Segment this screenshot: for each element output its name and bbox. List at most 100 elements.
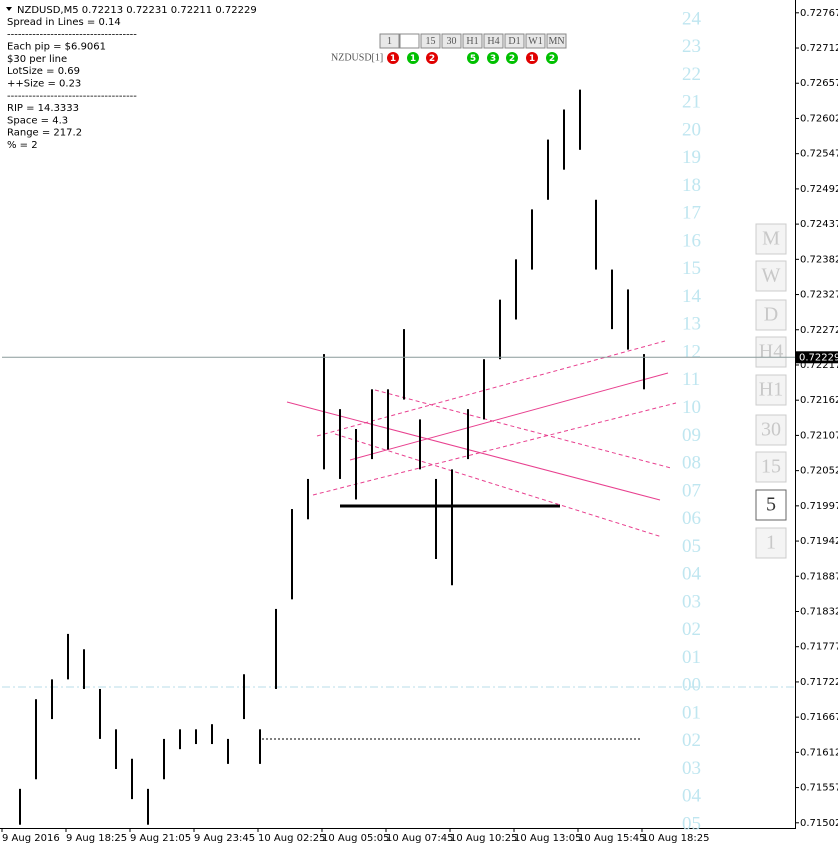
side-button-label: 15 [761,456,781,478]
y-tick-label: 0.71777 [800,642,838,653]
timeframe-button-label: H1 [466,36,478,47]
info-line: $30 per line [7,54,67,65]
timeframe-button[interactable] [504,33,525,49]
signal-label: 1 [529,54,535,64]
level-label: 14 [682,286,702,307]
side-button-label: 30 [761,419,781,441]
chart-title: NZDUSD,M5 0.72213 0.72231 0.72211 0.7222… [17,5,257,16]
timeframe-button-label: 1 [387,36,392,47]
timeframe-button[interactable] [379,33,400,49]
level-label: 24 [682,8,702,29]
info-line: RIP = 14.3333 [7,103,79,114]
info-line: ------------------------------------ [7,29,137,40]
level-label: 09 [682,425,701,446]
x-tick-label: 10 Aug 18:25 [642,833,709,844]
y-tick-label: 0.72602 [800,113,838,124]
level-label: 21 [682,92,701,113]
signal-label: 5 [470,54,476,64]
level-label: 02 [682,730,701,751]
y-tick-label: 0.72327 [800,290,838,301]
side-button[interactable] [755,374,787,406]
y-tick-label: 0.71612 [800,747,838,758]
side-button-label: 1 [766,532,776,554]
y-tick-label: 0.71942 [800,536,838,547]
level-label: 04 [682,786,702,807]
signal-label: 2 [549,54,555,64]
level-label: 12 [682,341,701,362]
x-tick-label: 10 Aug 07:45 [386,833,453,844]
side-button[interactable] [755,223,787,255]
side-button-label: H1 [759,379,783,401]
side-button-label: H4 [759,341,783,363]
level-label: 01 [682,702,701,723]
timeframe-button[interactable] [483,33,504,49]
info-line: Each pip = $6.9061 [7,42,106,53]
info-line: ------------------------------------ [7,91,137,102]
level-label: 07 [682,480,701,501]
x-tick-label: 10 Aug 02:25 [258,833,325,844]
level-label: 10 [682,397,701,418]
signal-label: 1 [390,54,396,64]
timeframe-button[interactable] [399,33,420,49]
x-tick-label: 10 Aug 10:25 [450,833,517,844]
level-label: 18 [682,175,701,196]
timeframe-button[interactable] [420,33,441,49]
x-tick-label: 10 Aug 05:05 [322,833,389,844]
level-label: 16 [682,230,701,251]
signal-label: 2 [429,54,435,64]
y-tick-label: 0.71557 [800,783,838,794]
timeframe-button-label: W1 [528,36,542,47]
level-label: 15 [682,258,701,279]
side-button[interactable] [755,260,787,292]
side-button[interactable] [755,527,787,559]
side-button[interactable] [755,299,787,331]
y-tick-label: 0.72712 [800,43,838,54]
signal-dot [426,52,438,64]
y-tick-label: 0.72272 [800,325,838,336]
level-label: 05 [682,536,701,557]
side-button[interactable] [755,336,787,368]
x-tick-label: 9 Aug 18:25 [66,833,127,844]
level-label: 13 [682,314,701,335]
trend-line [334,433,663,538]
signal-dot [387,52,399,64]
timeframe-button[interactable] [546,33,567,49]
trend-line [286,401,661,501]
timeframe-button[interactable] [441,33,462,49]
side-button-label: D [764,304,778,326]
side-button-label: W [762,265,781,287]
level-label: 02 [682,619,701,640]
info-line: ++Size = 0.23 [7,79,81,90]
side-button[interactable] [755,414,787,446]
y-tick-label: 0.72052 [800,466,838,477]
side-button[interactable] [755,489,787,521]
x-tick-label: 10 Aug 15:45 [578,833,645,844]
level-label: 03 [682,591,701,612]
side-buttons: MWD H4 H1 30 15 5 1 [755,223,787,559]
timeframe-button[interactable] [525,33,546,49]
x-tick-label: 9 Aug 21:05 [130,833,191,844]
side-button-label: 5 [766,494,776,516]
timeframe-button-label: 30 [447,36,457,47]
level-label: 17 [682,203,701,224]
y-tick-label: 0.72657 [800,78,838,89]
info-panel: NZDUSD,M5 0.72213 0.72231 0.72211 0.7222… [6,5,257,151]
y-tick-label: 0.72217 [800,360,838,371]
signal-dot [546,52,558,64]
bars [19,89,645,825]
y-tick-label: 0.71667 [800,712,838,723]
timeframe-button-label: H4 [487,36,499,47]
timeframe-button[interactable] [462,33,483,49]
signal-dot [506,52,518,64]
timeframe-buttons: 1 15 30 H1 H4 D1 W1 MN [379,33,567,49]
signal-dot [467,52,479,64]
trend-lines [286,340,677,538]
level-label: 05 [682,813,701,834]
y-tick-label: 0.72767 [800,8,838,19]
y-tick-label: 0.71722 [800,677,838,688]
side-button[interactable] [755,451,787,483]
signal-dot [407,52,419,64]
level-label: 23 [682,36,701,57]
y-tick-label: 0.72162 [800,395,838,406]
info-line: % = 2 [7,140,38,151]
